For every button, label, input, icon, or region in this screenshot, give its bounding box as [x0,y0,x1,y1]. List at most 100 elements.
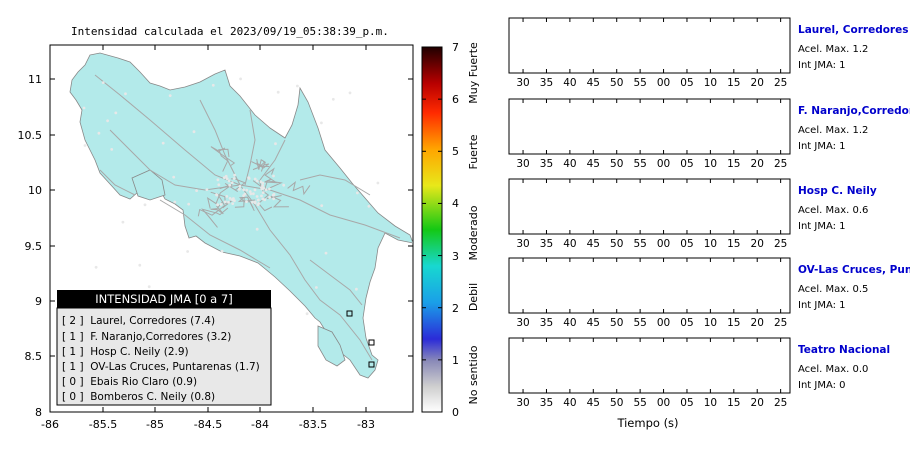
town-dot [192,130,196,134]
time-tick-label: 50 [610,317,623,329]
time-tick-label: 10 [704,77,717,89]
time-tick-label: 55 [633,77,646,89]
time-ticks: 30 35 40 45 50 55 00 05 10 15 20 25 [516,338,787,409]
town-dot [320,204,324,208]
road [94,74,241,186]
time-tick-label: 15 [727,77,740,89]
station-name: OV-Las Cruces, Puntar [798,264,910,276]
time-tick-label: 50 [610,158,623,170]
time-tick-label: 35 [540,77,553,89]
town-dot [268,187,271,191]
town-dot [264,188,268,192]
town-dot [238,184,242,188]
town-dot [106,119,109,123]
road [99,169,136,196]
int-jma: Int JMA: 1 [798,300,846,311]
acel-max: Acel. Max. 0.5 [798,284,868,295]
town-dot [211,83,215,87]
town-dot [282,183,286,187]
time-tick-label: 55 [633,317,646,329]
town-dot [261,181,265,185]
time-tick-label: 35 [540,158,553,170]
colorbar-label-muy-fuerte: Muy Fuerte [467,42,480,104]
time-tick-label: 05 [680,158,693,170]
time-tick-label: 20 [751,77,764,89]
town-dot [223,200,227,204]
town-dot [248,190,252,194]
town-dot [161,141,165,145]
town-dot [239,77,243,81]
time-tick-label: 40 [563,238,576,250]
town-dot [274,142,277,146]
acel-max: Acel. Max. 0.6 [798,205,868,216]
colorbar-label-no-sentido: No sentido [467,345,480,404]
town-dot [228,197,232,200]
colorbar-label-debil: Debil [467,283,480,311]
waveform-panel: 30 35 40 45 50 55 00 05 10 15 20 25 Hosp C. Neily Ace… [508,178,877,250]
town-dot [94,265,98,269]
station-name: F. Naranjo,Corredores [798,105,910,117]
x-tick-label: -85.5 [89,418,117,431]
town-dot [230,198,234,202]
map-y-tick-labels: 8 8.5 9 9.5 10 10.5 11 [18,73,43,419]
town-dot [367,204,371,208]
colorbar-tick-label: 1 [452,354,459,367]
town-dot [220,249,224,253]
time-tick-label: 55 [633,397,646,409]
station-name: Laurel, Corredores [798,24,908,36]
town-dot [101,81,105,84]
road [239,184,373,361]
town-dot [296,84,299,88]
time-tick-label: 15 [727,317,740,329]
town-dot [224,174,228,178]
town-dot [268,196,271,199]
road [159,199,271,269]
town-dot [124,92,127,96]
time-tick-label: 40 [563,317,576,329]
town-dot [249,192,253,196]
town-dot [82,106,86,110]
town-dot [205,188,209,192]
legend-item: [ 2 ] Laurel, Corredores (7.4) [62,315,215,327]
time-tick-label: 40 [563,397,576,409]
road [264,167,279,184]
road [256,160,270,167]
acel-max: Acel. Max. 0.0 [798,364,868,375]
road [210,201,224,215]
town-dot [356,191,359,195]
waveform-frame [508,257,791,314]
legend-item: [ 0 ] Bomberos C. Neily (0.8) [62,391,215,403]
time-tick-label: 00 [657,158,670,170]
town-dot [242,194,246,198]
station-marker-neily [368,361,375,368]
colorbar-tick-label: 6 [452,93,459,106]
legend-item: [ 1 ] Hosp C. Neily (2.9) [62,346,189,358]
time-tick-label: 10 [704,158,717,170]
time-tick-label: 35 [540,238,553,250]
town-dot [225,177,229,181]
town-dot [262,186,265,190]
y-tick-label: 10.5 [18,129,43,142]
waveform-panels: 30 35 40 45 50 55 00 05 10 15 20 25 Laurel, Corredor… [508,17,910,409]
costa-rica-shape [69,52,413,379]
town-dot [276,90,280,94]
town-dot [83,144,87,147]
town-dot [228,183,232,187]
town-dot [261,191,265,195]
town-dot [138,263,142,267]
town-dot [217,183,221,187]
x-tick-label: -84 [251,418,269,431]
y-tick-label: 9 [35,295,42,308]
town-dot [233,173,237,177]
town-dot [242,188,246,192]
time-tick-label: 15 [727,158,740,170]
town-dot [233,199,236,203]
town-dot [324,251,328,255]
colorbar-tick-label: 4 [452,197,459,210]
colorbar-tick-label: 0 [452,406,459,419]
town-dot [172,175,176,179]
town-dot [215,193,219,197]
town-dot [253,188,257,192]
legend-title: INTENSIDAD JMA [0 a 7] [95,292,232,306]
